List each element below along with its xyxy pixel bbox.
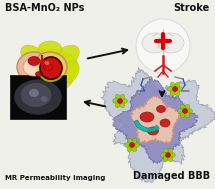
- Ellipse shape: [174, 82, 180, 89]
- Circle shape: [172, 87, 178, 91]
- Ellipse shape: [178, 108, 184, 114]
- Polygon shape: [49, 45, 79, 73]
- Ellipse shape: [147, 127, 158, 135]
- Ellipse shape: [167, 155, 173, 162]
- Ellipse shape: [127, 138, 133, 145]
- Circle shape: [118, 98, 123, 104]
- Ellipse shape: [45, 61, 49, 65]
- Ellipse shape: [170, 89, 176, 96]
- Ellipse shape: [174, 89, 180, 96]
- Ellipse shape: [180, 104, 186, 111]
- Circle shape: [40, 57, 62, 79]
- FancyArrowPatch shape: [160, 91, 164, 96]
- Ellipse shape: [119, 101, 125, 108]
- Ellipse shape: [161, 153, 167, 157]
- Ellipse shape: [131, 138, 137, 145]
- Text: MR Permeability Imaging: MR Permeability Imaging: [5, 175, 105, 181]
- Ellipse shape: [163, 155, 169, 162]
- Ellipse shape: [167, 87, 175, 91]
- Ellipse shape: [115, 94, 121, 101]
- Polygon shape: [27, 70, 57, 92]
- Ellipse shape: [175, 87, 183, 91]
- Ellipse shape: [29, 89, 39, 97]
- Polygon shape: [112, 77, 198, 164]
- Circle shape: [166, 153, 170, 157]
- Ellipse shape: [186, 108, 192, 114]
- Ellipse shape: [184, 104, 190, 111]
- Ellipse shape: [14, 79, 62, 115]
- FancyArrowPatch shape: [88, 49, 127, 58]
- Polygon shape: [22, 49, 78, 85]
- FancyBboxPatch shape: [10, 75, 66, 119]
- Ellipse shape: [180, 111, 186, 118]
- Ellipse shape: [21, 83, 51, 107]
- Ellipse shape: [158, 33, 184, 53]
- Ellipse shape: [119, 94, 125, 101]
- Ellipse shape: [167, 148, 173, 155]
- Polygon shape: [38, 41, 62, 57]
- Text: Damaged BBB: Damaged BBB: [133, 171, 210, 181]
- Polygon shape: [21, 45, 51, 73]
- Circle shape: [129, 143, 135, 147]
- Polygon shape: [101, 67, 215, 183]
- Ellipse shape: [43, 64, 52, 70]
- Ellipse shape: [112, 98, 120, 104]
- Ellipse shape: [39, 58, 61, 76]
- Ellipse shape: [142, 33, 168, 53]
- Polygon shape: [38, 79, 62, 95]
- Ellipse shape: [33, 52, 67, 82]
- Wedge shape: [134, 120, 159, 132]
- Ellipse shape: [28, 57, 40, 66]
- Text: BSA-MnO₂ NPs: BSA-MnO₂ NPs: [5, 3, 84, 13]
- Ellipse shape: [115, 101, 121, 108]
- Ellipse shape: [160, 119, 170, 127]
- Ellipse shape: [23, 58, 45, 76]
- Polygon shape: [61, 61, 79, 83]
- FancyArrowPatch shape: [85, 101, 105, 106]
- Polygon shape: [130, 95, 181, 143]
- Ellipse shape: [17, 52, 51, 82]
- Ellipse shape: [169, 153, 175, 157]
- Polygon shape: [21, 61, 39, 83]
- Ellipse shape: [35, 71, 43, 77]
- Ellipse shape: [163, 148, 169, 155]
- Ellipse shape: [140, 112, 154, 122]
- Polygon shape: [43, 70, 73, 92]
- Ellipse shape: [184, 111, 190, 118]
- Ellipse shape: [40, 96, 48, 102]
- Ellipse shape: [127, 145, 133, 152]
- Ellipse shape: [124, 143, 132, 147]
- Circle shape: [136, 19, 190, 73]
- Ellipse shape: [132, 143, 140, 147]
- Ellipse shape: [131, 145, 137, 152]
- Text: Stroke: Stroke: [174, 3, 210, 13]
- Circle shape: [183, 108, 187, 114]
- Ellipse shape: [120, 98, 127, 104]
- Ellipse shape: [170, 82, 176, 89]
- Ellipse shape: [157, 105, 166, 112]
